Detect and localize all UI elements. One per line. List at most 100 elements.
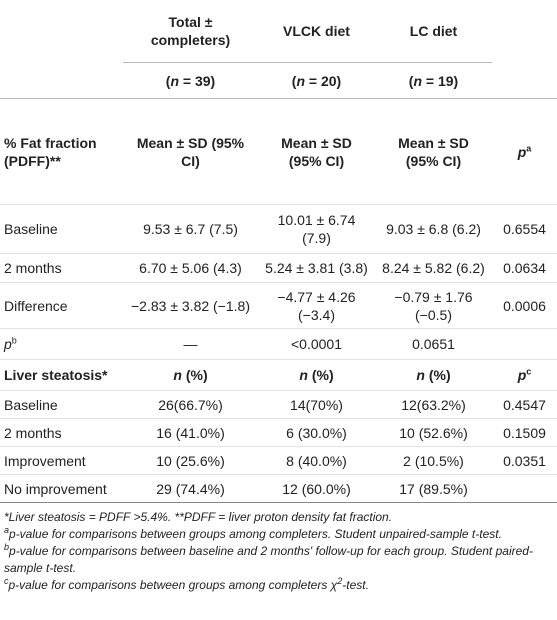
table-row: Total ± completers) VLCK diet LC diet [0,0,557,63]
superscript: b [4,542,10,552]
table-cell [492,328,557,360]
cell-text: 2 months [4,424,62,441]
table-cell: 0.6554 [492,204,557,254]
text-part: p [4,336,12,352]
table-cell [492,474,557,503]
table-cell: Difference [0,282,123,329]
table-cell: 2 (10.5%) [375,446,492,475]
table-cell: 5.24 ± 3.81 (3.8) [258,253,375,283]
table-cell: n (%) [123,359,258,391]
table-cell: Liver steatosis* [0,359,123,391]
table-cell: 29 (74.4%) [123,474,258,503]
superscript: a [526,142,532,153]
text-part: n [173,367,182,383]
table-cell [0,62,123,99]
table-row: Baseline 26(66.7%) 14(70%) 12(63.2%) 0.4547 [0,390,557,419]
cell-text: 26(66.7%) [158,396,223,413]
cell-text: Difference [4,297,68,314]
table-cell: pb [0,328,123,360]
cell-text: Improvement [4,452,86,469]
cell-text: 12 (60.0%) [282,480,351,497]
cell-text: 0.1509 [503,424,546,441]
table-body: Baseline 9.53 ± 6.7 (7.5) 10.01 ± 6.74 (7.… [0,204,557,503]
text-part: p-value for comparisons between groups a… [8,578,338,592]
text-part: ( [408,72,414,89]
table-cell: n (%) [258,359,375,391]
cell-text: 10.01 ± 6.74 (7.9) [277,212,356,246]
cell-text: 8 (40.0%) [286,452,347,469]
table-cell: 6.70 ± 5.06 (4.3) [123,253,258,283]
text-part: ( [165,72,171,89]
cell-text: 9.53 ± 6.7 (7.5) [143,221,238,237]
table-cell: 0.0006 [492,282,557,329]
text-part: p [517,367,527,383]
table-cell: 0.0634 [492,253,557,283]
text-part: ( [291,72,297,89]
table-cell [0,0,123,63]
footnote: ap-value for comparisons between groups … [4,526,553,543]
cell-text: 2 months [4,260,62,276]
superscript: c [4,576,9,586]
table-row: No improvement 29 (74.4%) 12 (60.0%) 17 (89… [0,474,557,503]
table-cell: Mean ± SD (95% CI) [258,99,375,205]
table-cell: 10 (52.6%) [375,418,492,447]
table-cell: 16 (41.0%) [123,418,258,447]
table-cell: −4.77 ± 4.26 (−3.4) [258,282,375,329]
cell-text: 16 (41.0%) [156,424,225,441]
table-row: 2 months 16 (41.0%) 6 (30.0%) 10 (52.6%) 0.1… [0,418,557,447]
cell-text: Baseline [4,221,58,237]
text-part: n [299,367,308,383]
table-cell: −0.79 ± 1.76 (−0.5) [375,282,492,329]
cell-text: 10 (25.6%) [156,452,225,469]
table-cell: pa [492,99,557,205]
table-cell: n (%) [375,359,492,391]
superscript: 2 [337,576,343,586]
cell-text: 0.0634 [503,260,546,276]
cell-text: 29 (74.4%) [156,480,225,497]
table-cell: Mean ± SD (95% CI) [375,99,492,205]
text-part: p-value for comparisons between groups a… [9,527,502,541]
text-part: n [296,72,306,89]
table-cell: — [123,328,258,360]
cell-text: Mean ± SD (95% CI) [136,134,245,169]
table-cell: (n = 20) [258,62,375,99]
table-cell: 14(70%) [258,390,375,419]
footnote: bp-value for comparisons between baselin… [4,543,553,577]
table-cell: 10 (25.6%) [123,446,258,475]
text-part: = 20) [305,72,342,89]
table-cell: 0.0651 [375,328,492,360]
table-row: Baseline 9.53 ± 6.7 (7.5) 10.01 ± 6.74 (7.… [0,204,557,254]
cell-text: 0.0351 [503,452,546,469]
table-cell: Improvement [0,446,123,475]
text-part: *Liver steatosis = PDFF >5.4%. **PDFF = … [4,510,393,524]
table-cell: Mean ± SD (95% CI) [123,99,258,205]
cell-text: <0.0001 [291,336,342,352]
table-cell: No improvement [0,474,123,503]
table-row: 2 months 6.70 ± 5.06 (4.3) 5.24 ± 3.81 (3.… [0,253,557,283]
cell-text: 0.0651 [412,336,455,352]
superscript: a [4,525,10,535]
table-cell: <0.0001 [258,328,375,360]
table-cell: pc [492,359,557,391]
cell-text: 0.6554 [503,221,546,237]
cell-text: Mean ± SD (95% CI) [281,134,352,169]
cell-text: VLCK diet [283,23,350,39]
cell-text: Liver steatosis* [4,367,108,383]
superscript: b [11,335,17,346]
footnotes: *Liver steatosis = PDFF >5.4%. **PDFF = … [0,503,557,594]
cell-text: No improvement [4,480,107,497]
cell-text: −4.77 ± 4.26 (−3.4) [277,288,356,323]
table-cell: Baseline [0,204,123,254]
table-cell: (n = 19) [375,62,492,99]
table-cell: 17 (89.5%) [375,474,492,503]
text-part: p-value for comparisons between baseline… [4,544,533,575]
cell-text: LC diet [409,23,458,39]
table-cell [492,62,557,99]
cell-text: 17 (89.5%) [399,480,468,497]
footnote: *Liver steatosis = PDFF >5.4%. **PDFF = … [4,509,553,526]
table-row: % Fat fraction (PDFF)** Mean ± SD (95% CI… [0,99,557,205]
cell-text: 10 (52.6%) [399,424,468,441]
table-cell: 8 (40.0%) [258,446,375,475]
cell-text: 2 (10.5%) [403,452,464,469]
